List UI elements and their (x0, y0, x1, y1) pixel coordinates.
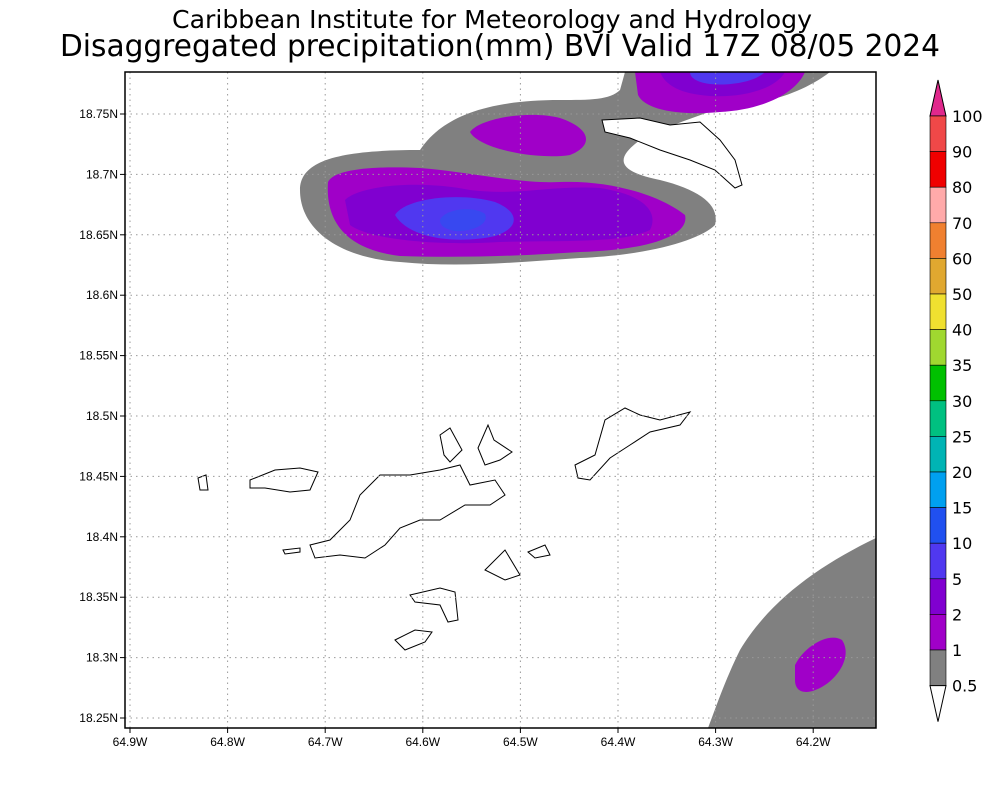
axes: 18.75N 18.7N 18.65N 18.6N 18.55N 18.5N 18.45N 1… (79, 72, 876, 749)
contour-1 (708, 538, 876, 728)
colorbar-label: 70 (952, 214, 972, 233)
lon-tick-label: 64.5W (503, 735, 538, 749)
island (574, 407, 692, 481)
island (484, 549, 521, 581)
contour-2 (795, 637, 846, 692)
colorbar-box (929, 329, 947, 366)
lon-tick-label: 64.6W (405, 735, 440, 749)
colorbar-label: 20 (952, 463, 972, 482)
lon-tick-label: 64.4W (601, 735, 636, 749)
colorbar-box (929, 115, 947, 152)
lon-tick-label: 64.7W (308, 735, 343, 749)
colorbar-box (929, 186, 947, 224)
colorbar-box (929, 436, 947, 473)
colorbar-label: 30 (952, 392, 972, 411)
colorbar-label: 0.5 (952, 677, 977, 696)
island (477, 423, 513, 466)
colorbar-box (929, 614, 947, 651)
lat-tick-label: 18.3N (86, 651, 118, 665)
colorbar-box (929, 293, 947, 330)
colorbar-label: 10 (952, 534, 972, 553)
lon-tick-label: 64.3W (698, 735, 733, 749)
lat-tick-label: 18.25N (79, 711, 118, 725)
lon-tick-label: 64.8W (210, 735, 245, 749)
contour-10 (690, 72, 765, 85)
lon-tick-label: 64.2W (796, 735, 831, 749)
island (409, 587, 459, 623)
colorbar-box (929, 507, 947, 544)
lat-tick-label: 18.4N (86, 530, 118, 544)
colorbar-box (929, 471, 947, 508)
lat-tick-label: 18.65N (79, 228, 118, 242)
colorbar-label: 80 (952, 178, 972, 197)
colorbar-label: 50 (952, 285, 972, 304)
colorbar-box (929, 649, 947, 686)
colorbar-box (929, 400, 947, 437)
colorbar: 100 90 80 70 60 50 40 35 30 25 20 15 10 5 2 1 0.5 (929, 79, 983, 722)
colorbar-label: 60 (952, 249, 972, 268)
island (527, 544, 551, 559)
map-frame (124, 71, 877, 729)
island (394, 629, 433, 651)
lat-tick-label: 18.35N (79, 590, 118, 604)
colorbar-label: 25 (952, 427, 972, 446)
colorbar-box (929, 151, 947, 188)
lat-tick-label: 18.55N (79, 349, 118, 363)
island (601, 117, 743, 189)
colorbar-above (929, 79, 947, 117)
colorbar-box (929, 222, 947, 259)
colorbar-label: 2 (952, 605, 962, 624)
colorbar-below (929, 685, 947, 722)
lat-tick-label: 18.5N (86, 409, 118, 423)
colorbar-box (929, 578, 947, 615)
colorbar-label: 5 (952, 570, 962, 589)
subtitle: Disaggregated precipitation(mm) BVI Vali… (60, 29, 940, 64)
island (439, 427, 463, 463)
colorbar-label: 1 (952, 641, 962, 660)
colorbar-label: 15 (952, 499, 972, 518)
lat-tick-label: 18.7N (86, 167, 118, 181)
colorbar-label: 40 (952, 321, 972, 340)
contour-2 (470, 114, 587, 157)
island (249, 467, 319, 493)
colorbar-label: 35 (952, 356, 972, 375)
lat-tick-label: 18.75N (79, 107, 118, 121)
precip-field (300, 72, 876, 728)
lat-tick-label: 18.6N (86, 288, 118, 302)
lon-tick-label: 64.9W (113, 735, 148, 749)
colorbar-box (929, 542, 947, 580)
contour-15 (440, 209, 486, 232)
colorbar-label: 90 (952, 143, 972, 162)
lat-tick-label: 18.45N (79, 469, 118, 483)
islands (197, 117, 743, 651)
colorbar-box (929, 364, 947, 402)
title: Caribbean Institute for Meteorology and … (172, 5, 812, 34)
island (282, 547, 301, 555)
colorbar-label: 100 (952, 107, 983, 126)
island (197, 474, 209, 491)
colorbar-box (929, 258, 947, 295)
island (309, 464, 506, 559)
